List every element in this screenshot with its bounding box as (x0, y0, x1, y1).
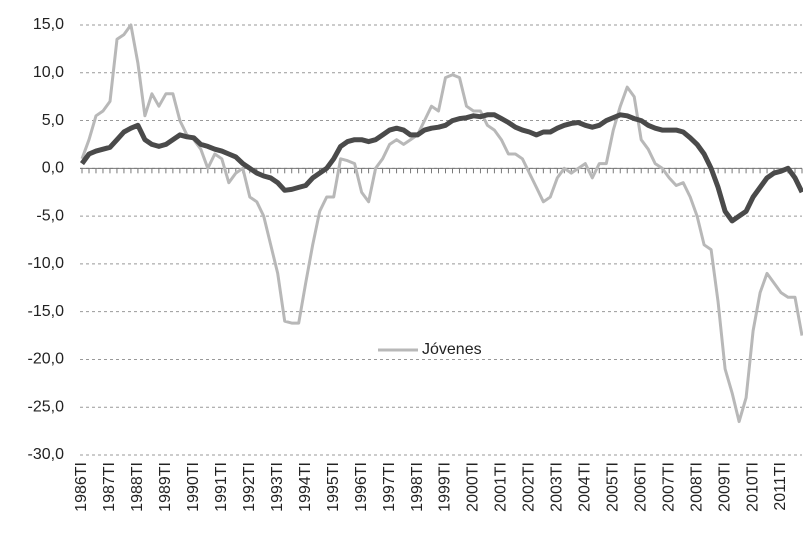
x-tick-label: 2007TI (660, 462, 677, 512)
y-tick-label: 5,0 (42, 112, 64, 129)
y-tick-label: 0,0 (42, 160, 64, 177)
x-tick-label: 2000TI (465, 462, 482, 512)
x-tick-label: 1998TI (409, 462, 426, 512)
x-tick-label: 2004TI (577, 462, 594, 512)
y-tick-label: -5,0 (36, 207, 64, 224)
y-tick-label: -20,0 (28, 351, 65, 368)
x-tick-label: 1991TI (213, 462, 230, 512)
y-tick-label: 10,0 (33, 64, 64, 81)
series-line (80, 23, 803, 424)
x-tick-label: 2001TI (493, 462, 510, 512)
x-tick-label: 2002TI (521, 462, 538, 512)
x-tick-label: 1997TI (381, 462, 398, 512)
x-tick-label: 1986TI (73, 462, 90, 512)
x-tick-label: 1989TI (157, 462, 174, 512)
series-line (79, 112, 803, 224)
y-tick-label: 15,0 (33, 16, 64, 33)
y-tick-label: -25,0 (28, 398, 65, 415)
x-tick-label: 1990TI (185, 462, 202, 512)
y-tick-label: -15,0 (28, 303, 65, 320)
x-tick-label: 1987TI (101, 462, 118, 512)
y-tick-label: -30,0 (28, 446, 65, 463)
x-tick-label: 2011TI (772, 462, 789, 511)
x-tick-label: 2010TI (744, 462, 761, 512)
x-tick-label: 2009TI (716, 462, 733, 512)
x-tick-label: 1996TI (353, 462, 370, 512)
x-tick-label: 1988TI (129, 462, 146, 512)
x-tick-label: 2006TI (632, 462, 649, 512)
x-tick-label: 2005TI (604, 462, 621, 512)
x-tick-label: 1993TI (269, 462, 286, 512)
x-tick-label: 1992TI (241, 462, 258, 512)
legend-label: Jóvenes (422, 341, 482, 358)
x-tick-label: 2008TI (688, 462, 705, 512)
x-tick-label: 1995TI (325, 462, 342, 512)
x-tick-label: 2003TI (549, 462, 566, 512)
y-tick-label: -10,0 (28, 255, 65, 272)
x-tick-label: 1994TI (297, 462, 314, 512)
x-tick-label: 1999TI (437, 462, 454, 512)
